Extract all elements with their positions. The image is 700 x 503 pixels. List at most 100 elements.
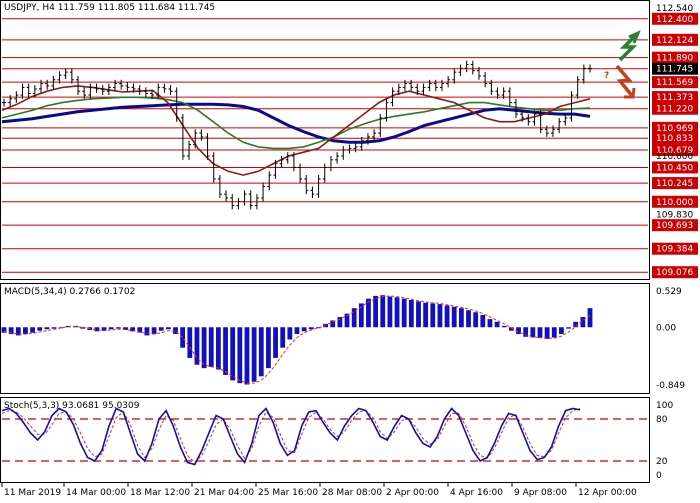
level-price-tag [652,91,698,104]
macd-bar [587,308,593,328]
level-price-tag [652,242,698,255]
macd-bar [80,327,86,329]
macd-bar [458,308,464,328]
macd-bar [559,327,564,335]
macd-bar [330,320,336,328]
macd-bar [30,327,35,333]
arrow-down-icon [615,64,635,99]
macd-bar [237,327,243,384]
macd-bar [108,327,114,330]
time-axis-label: 4 Apr 16:00 [450,488,503,498]
level-price-tag [652,121,698,134]
macd-axis-label: 0.00 [656,323,676,333]
macd-bar [423,302,429,328]
time-axis-label: 28 Mar 08:00 [322,488,382,498]
price-axis-label: 111.373 [656,93,693,103]
macd-bar [58,327,64,329]
macd-bar [358,303,364,328]
macd-bar [151,327,157,335]
stoch-axis-label: 100 [656,401,673,411]
price-axis-label: 111.220 [656,105,693,115]
macd-bar [544,327,550,339]
macd-bar [51,327,57,329]
macd-axis-label: -0.849 [656,381,685,391]
macd-bar [194,327,200,365]
stoch-axis-label: 0 [656,471,662,481]
macd-bar [8,327,14,335]
price-axis-label: 111.890 [656,54,693,64]
price-axis-label: 110.245 [656,179,693,189]
macd-bar [287,327,293,340]
price-axis-label: 110.450 [656,163,693,173]
macd-bar [230,327,236,381]
macd-bar [437,304,443,328]
price-axis-label: 111.569 [656,78,693,88]
macd-bar [280,327,286,348]
level-price-tag [652,132,698,145]
macd-bar [37,327,43,331]
macd-axis: 0.529 0.00 -0.849 [656,287,685,391]
macd-bar [15,327,21,336]
macd-axis-label: 0.529 [656,287,682,297]
macd-bar [387,296,393,328]
macd-pane-frame [0,283,650,394]
ma-line-0 [1,102,591,144]
price-axis-label: 112.400 [656,15,693,25]
macd-bar [516,327,521,335]
level-price-tag [652,177,698,190]
time-axis: 11 Mar 2019 14 Mar 00:00 18 Mar 12:00 21 Ma… [1,483,637,498]
macd-bar [301,327,307,332]
macd-bar [258,327,264,377]
arrow-up-head-icon [628,30,641,44]
macd-bar [380,295,386,328]
price-levels [2,18,648,273]
stoch-axis-label: 20 [656,457,668,467]
macd-bar [201,327,207,369]
macd-bar [244,327,250,385]
macd-signal [3,295,591,384]
macd-bar [165,327,171,330]
price-axis-label: 109.830 [656,211,693,221]
stoch-axis: 100 80 20 0 [656,401,673,481]
macd-bar [208,327,214,367]
macd-bar [44,327,50,330]
level-price-tag [652,266,698,279]
macd-bar [487,319,493,328]
macd-bar [401,298,407,328]
macd-bar [266,327,271,369]
macd-bar [537,327,543,339]
macd-bar [494,321,500,328]
macd-bar [444,305,450,328]
level-price-tag [652,51,698,64]
macd-bar [123,327,128,330]
macd-bar [351,308,357,328]
price-axis-label: 110.833 [656,134,693,144]
price-axis-label: 112.540 [656,4,693,14]
stoch-k-line [1,407,581,466]
arrow-up-icon [618,31,640,62]
macd-bar [501,325,507,328]
macd-bar [294,327,300,335]
level-price-tag [652,195,698,208]
macd-bar [273,327,278,358]
time-axis-label: 2 Apr 00:00 [386,488,439,498]
macd-bar [130,327,136,332]
macd-bar [508,327,514,331]
macd-bar [530,327,536,338]
ma-line-2 [1,85,591,176]
time-axis-label: 12 Apr 00:00 [578,488,637,498]
macd-bar [394,297,400,328]
time-axis-label: 9 Apr 08:00 [514,488,567,498]
question-mark-icon: ? [604,71,609,81]
time-axis-label: 21 Mar 04:00 [194,488,254,498]
macd-bar [316,327,321,329]
ma-line-1 [1,96,591,150]
macd-bar [416,301,421,328]
macd-bar [473,312,479,328]
level-price-tag [652,143,698,156]
macd-bar [215,327,221,370]
level-price-tag [652,161,698,174]
level-price-tag [652,76,698,89]
